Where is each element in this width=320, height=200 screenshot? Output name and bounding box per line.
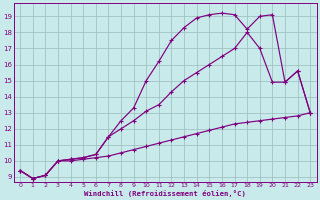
X-axis label: Windchill (Refroidissement éolien,°C): Windchill (Refroidissement éolien,°C): [84, 190, 246, 197]
